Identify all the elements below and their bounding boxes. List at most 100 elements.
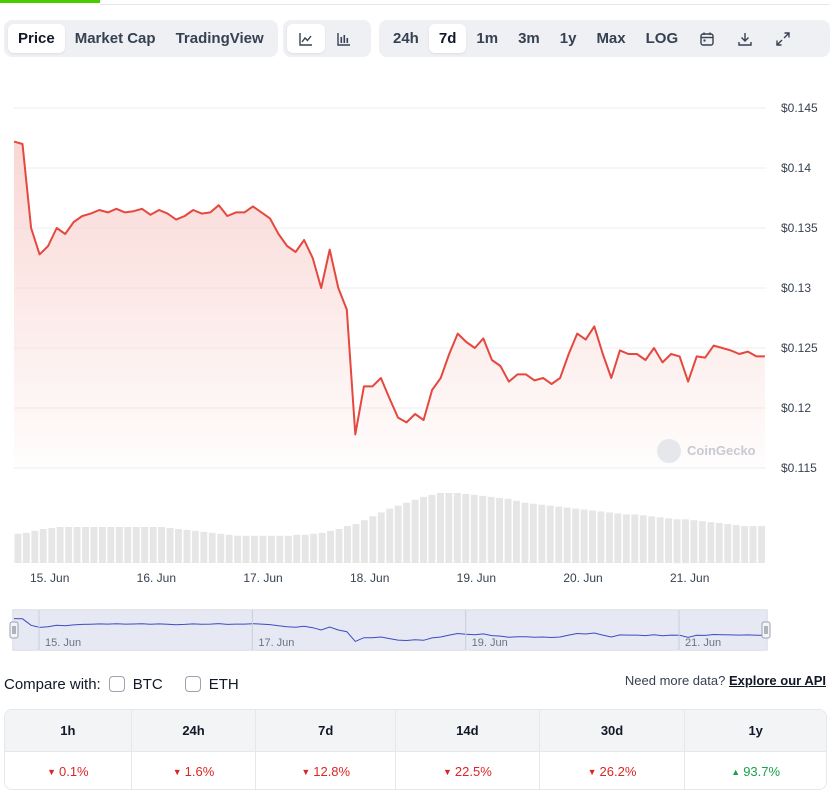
price-line [13, 140, 765, 436]
performance-value-7d: ▼ 12.8% [256, 752, 397, 789]
volume-bar [606, 512, 613, 563]
volume-bar [648, 516, 656, 563]
range-1m[interactable]: 1m [476, 30, 499, 47]
volume-bar [90, 527, 98, 563]
range-3m[interactable]: 3m [518, 30, 540, 47]
price-chart: $0.145 $0.14 $0.135 $0.13 $0.125 $0.12 $0.115 C… [0, 60, 836, 660]
tab-tradingview[interactable]: TradingView [175, 30, 264, 47]
tab-price[interactable]: Price [8, 24, 65, 53]
performance-value-row: ▼ 0.1% ▼ 1.6% ▼ 12.8% ▼ 22.5% ▼ 26.2% ▲ 93.7% [5, 751, 826, 789]
checkbox-box[interactable] [184, 676, 201, 692]
range-24h[interactable]: 24h [393, 30, 419, 47]
volume-bar [529, 503, 537, 563]
volume-bar [521, 502, 529, 563]
caret-down-icon: ▼ [587, 766, 597, 777]
explore-api-link[interactable]: Explore our API [728, 673, 826, 688]
volume-bar [732, 525, 740, 563]
volume-bar [166, 528, 174, 563]
volume-bar [411, 499, 419, 563]
volume-bar [360, 520, 368, 563]
download-icon [738, 32, 752, 46]
volume-bar [589, 510, 596, 563]
range-7d[interactable]: 7d [428, 24, 467, 53]
volume-bar [403, 502, 411, 563]
volume-bar [741, 526, 749, 563]
volume-bar [234, 535, 242, 563]
performance-value-text: 1.6% [184, 764, 215, 779]
caret-down-icon: ▼ [172, 766, 182, 777]
api-promo-text: Need more data? [624, 673, 726, 688]
tab-market-cap[interactable]: Market Cap [74, 30, 156, 47]
x-tick-label: 18. Jun [350, 571, 389, 585]
calendar-button[interactable] [688, 24, 726, 53]
volume-bar [259, 535, 267, 563]
range-max[interactable]: Max [596, 30, 626, 47]
volume-bar [22, 532, 30, 563]
volume-bar [335, 529, 343, 563]
checkbox-box[interactable] [108, 676, 125, 692]
chart-toolbar: Price Market Cap TradingView 24h 7d 1m 3… [4, 20, 830, 58]
volume-bar [208, 532, 216, 563]
volume-bar [56, 527, 64, 563]
volume-bar [225, 534, 233, 563]
performance-header-1y: 1y [748, 723, 763, 738]
volume-bar [14, 533, 22, 563]
y-tick-label: $0.135 [781, 221, 818, 235]
volume-bar [453, 493, 461, 563]
navigator-left-handle[interactable] [9, 621, 19, 639]
candlestick-chart-button[interactable] [325, 24, 363, 53]
range-1y[interactable]: 1y [559, 30, 577, 47]
volume-bar [724, 524, 732, 563]
volume-bar [555, 506, 563, 563]
candlestick-chart-icon [337, 32, 350, 46]
line-chart-icon [299, 32, 312, 46]
log-scale-toggle[interactable]: LOG [645, 30, 679, 47]
volume-bar [665, 518, 672, 563]
compare-eth-checkbox[interactable]: ETH [184, 675, 239, 693]
volume-bar [191, 530, 199, 563]
volume-bar [293, 534, 301, 563]
caret-down-icon: ▼ [301, 766, 311, 777]
volume-bar [132, 527, 140, 563]
volume-bar [158, 527, 165, 563]
y-tick-label: $0.145 [781, 101, 818, 115]
volume-bar [572, 508, 580, 563]
volume-bar [31, 530, 39, 563]
volume-bar [48, 528, 56, 563]
volume-bar [470, 494, 478, 563]
performance-header-14d: 14d [396, 710, 540, 751]
compare-label: Compare with: [4, 675, 101, 693]
volume-bar [377, 512, 385, 563]
compare-eth-label: ETH [208, 675, 239, 693]
volume-bar [251, 535, 258, 563]
volume-bar [149, 527, 157, 563]
volume-bar [504, 498, 512, 563]
performance-header-row: 1h 24h 7d 14d 30d 1y [5, 710, 826, 751]
volume-bar [242, 535, 250, 563]
expand-button[interactable] [764, 24, 802, 53]
price-area [14, 141, 765, 468]
volume-bar [65, 527, 73, 563]
price-chart-svg[interactable]: $0.145 $0.14 $0.135 $0.13 $0.125 $0.12 $0.115 C… [0, 60, 836, 660]
volume-bar [513, 500, 520, 563]
volume-bar [580, 509, 588, 563]
volume-bar [546, 505, 554, 563]
navigator-label: 17. Jun [258, 637, 294, 649]
range-selector: 24h 7d 1m 3m 1y Max LOG [379, 20, 830, 57]
line-chart-button[interactable] [287, 24, 325, 53]
volume-bar [276, 535, 284, 563]
compare-btc-checkbox[interactable]: BTC [108, 676, 163, 693]
navigator-right-handle[interactable] [761, 621, 771, 639]
volume-bar [445, 493, 453, 563]
performance-header-1h: 1h [5, 710, 132, 751]
navigator-label: 15. Jun [45, 637, 81, 649]
download-button[interactable] [726, 24, 764, 53]
volume-bar [707, 522, 715, 563]
divider [100, 4, 830, 5]
volume-bar [183, 529, 191, 563]
y-tick-label: $0.14 [781, 161, 811, 175]
volume-bar [39, 529, 47, 563]
volume-bar [487, 496, 495, 563]
performance-value-1y: ▲ 93.7% [685, 752, 826, 789]
volume-bar [614, 513, 622, 563]
